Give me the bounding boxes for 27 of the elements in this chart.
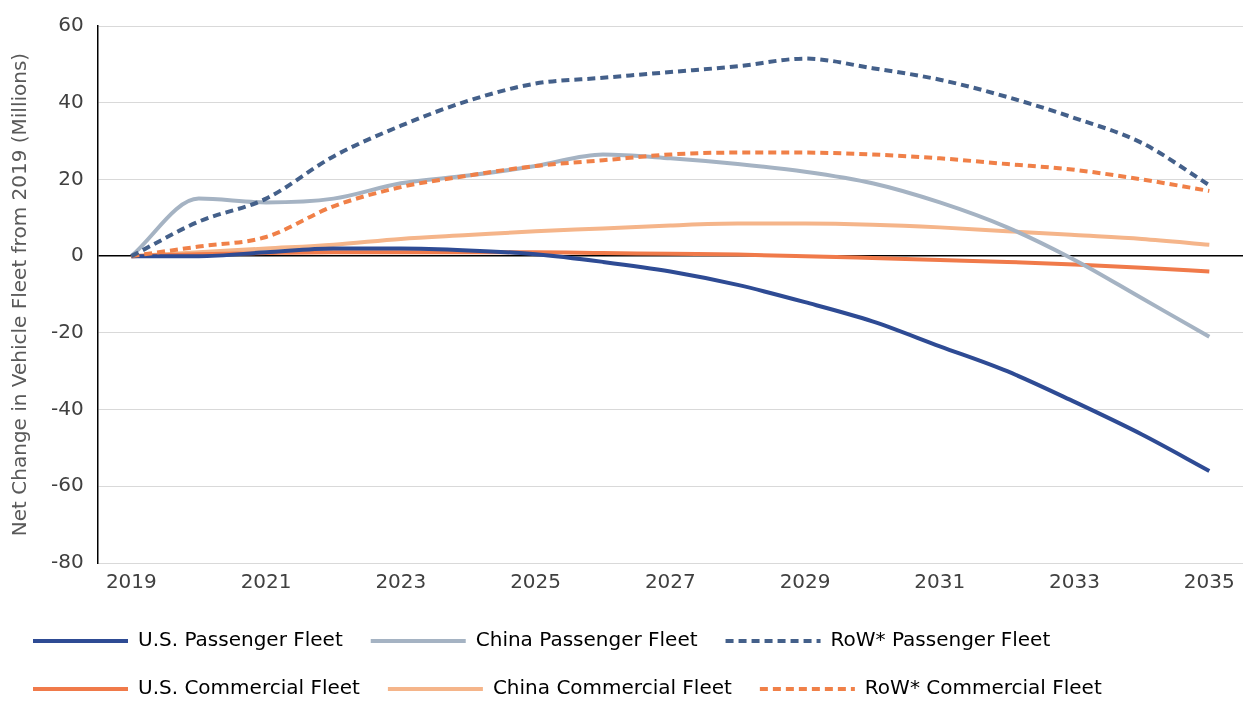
y-tick-label: 20 — [58, 165, 84, 190]
legend-label: RoW* Passenger Fleet — [830, 627, 1051, 652]
y-tick-label: 60 — [58, 12, 84, 37]
y-axis-title: Net Change in Vehicle Fleet from 2019 (Millions) — [7, 52, 32, 537]
y-tick-label: -20 — [50, 319, 84, 344]
line-series — [129, 56, 1212, 259]
x-tick-label: 2023 — [375, 569, 427, 594]
x-tick-label: 2021 — [240, 569, 292, 594]
legend-label: RoW* Commercial Fleet — [864, 675, 1102, 700]
y-tick-label: -40 — [50, 395, 84, 420]
x-tick-label: 2033 — [1049, 569, 1101, 594]
y-tick-label: -80 — [50, 549, 84, 574]
x-tick-label: 2031 — [914, 569, 966, 594]
y-tick-label: 0 — [70, 242, 84, 267]
x-tick-label: 2035 — [1183, 569, 1235, 594]
legend-label: China Commercial Fleet — [492, 675, 733, 700]
x-tick-label: 2019 — [105, 569, 157, 594]
legend-label: U.S. Passenger Fleet — [138, 627, 343, 652]
y-tick-label: 40 — [58, 88, 84, 113]
legend-label: U.S. Commercial Fleet — [138, 675, 361, 700]
x-tick-label: 2025 — [510, 569, 562, 594]
line-series — [129, 246, 1212, 473]
y-tick-label: -60 — [50, 472, 84, 497]
x-tick-label: 2029 — [779, 569, 831, 594]
line-series — [129, 152, 1212, 339]
legend-label: China Passenger Fleet — [475, 627, 698, 652]
x-tick-label: 2027 — [644, 569, 696, 594]
